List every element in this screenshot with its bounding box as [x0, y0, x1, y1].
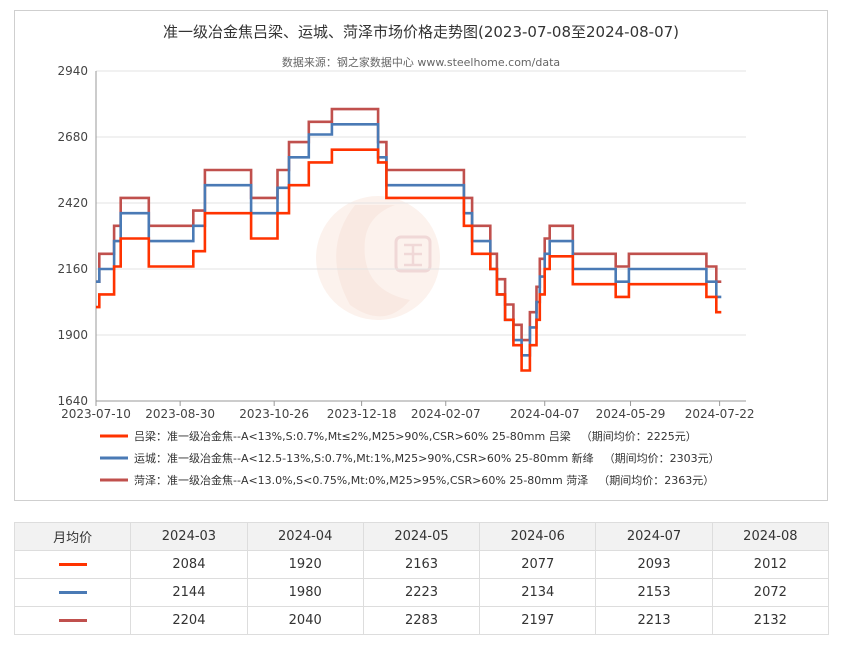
table-cell: 2077 — [479, 550, 597, 579]
table-header-month: 2024-05 — [362, 522, 481, 551]
table-header-month: 2024-06 — [479, 522, 597, 551]
table-cell: 2072 — [711, 578, 830, 607]
series-swatch-cell — [13, 550, 132, 579]
price-line-chart: 1640 1900 2160 2420 2680 2940 2023-07-10 2023-0… — [57, 64, 754, 487]
table-header-month: 2024-08 — [711, 522, 830, 551]
table-cell: 2213 — [595, 606, 713, 635]
chart-subtitle: 数据来源：钢之家数据中心 www.steelhome.com/data — [281, 56, 561, 69]
x-tick-label: 2024-04-07 — [510, 407, 580, 421]
x-tick-label: 2024-02-07 — [411, 407, 481, 421]
table-cell: 2197 — [479, 606, 597, 635]
y-tick-label: 1900 — [57, 328, 88, 342]
y-tick-label: 2940 — [57, 64, 88, 78]
table-header-month: 2024-03 — [130, 522, 248, 551]
table-cell: 2163 — [362, 550, 481, 579]
x-tick-label: 2023-08-30 — [145, 407, 215, 421]
table-cell: 1980 — [246, 578, 364, 607]
table-row: 2084 1920 2163 2077 2093 2012 — [13, 550, 830, 579]
x-tick-label: 2023-07-10 — [61, 407, 131, 421]
series-line-吕梁 — [96, 148, 722, 372]
monthly-average-table: 月均价 2024-03 2024-04 2024-05 2024-06 2024… — [13, 522, 830, 635]
table-cell: 2223 — [362, 578, 481, 607]
series-swatch-cell — [13, 578, 132, 607]
table-header-month: 2024-04 — [246, 522, 364, 551]
legend-average: （期间均价：2363元） — [598, 474, 714, 487]
y-tick-label: 2420 — [57, 196, 88, 210]
steelhome-watermark-logo — [316, 196, 440, 320]
series-swatch-cell — [13, 606, 132, 635]
legend-average: （期间均价：2303元） — [604, 452, 720, 465]
table-header-month: 2024-07 — [595, 522, 713, 551]
table-row: 2144 1980 2223 2134 2153 2072 — [13, 578, 830, 607]
table-cell: 2012 — [711, 550, 830, 579]
table-cell: 2040 — [246, 606, 364, 635]
table-cell: 2093 — [595, 550, 713, 579]
table-cell: 2144 — [130, 578, 248, 607]
series-swatch — [58, 563, 87, 566]
series-lines — [96, 107, 722, 372]
y-tick-label: 2680 — [57, 130, 88, 144]
table-cell: 2134 — [479, 578, 597, 607]
table-cell: 2153 — [595, 578, 713, 607]
y-tick-label: 1640 — [57, 394, 88, 408]
x-tick-label: 2023-12-18 — [327, 407, 397, 421]
table-cell: 1920 — [246, 550, 364, 579]
series-swatch — [58, 619, 87, 622]
table-cell: 2084 — [130, 550, 248, 579]
legend-label: 吕梁：准一级冶金焦--A<13%,S:0.7%,Mt≤2%,M25>90%,CS… — [134, 429, 571, 443]
x-tick-label: 2024-05-29 — [596, 407, 666, 421]
axes: 1640 1900 2160 2420 2680 2940 2023-07-10 2023-0… — [57, 64, 754, 421]
table-cell: 2204 — [130, 606, 248, 635]
chart-title: 准一级冶金焦吕梁、运城、菏泽市场价格走势图(2023-07-08至2024-08… — [162, 23, 680, 41]
series-line-运城 — [96, 123, 722, 357]
table-row: 2204 2040 2283 2197 2213 2132 — [13, 606, 830, 635]
legend-average: （期间均价：2225元） — [581, 430, 697, 443]
x-tick-label: 2023-10-26 — [239, 407, 309, 421]
table-cell: 2283 — [362, 606, 481, 635]
legend-label: 菏泽：准一级冶金焦--A<13.0%,S<0.75%,Mt:0%,M25>95%… — [134, 473, 588, 487]
series-line-菏泽 — [96, 107, 722, 342]
table-cell: 2132 — [711, 606, 830, 635]
table-header-row: 月均价 2024-03 2024-04 2024-05 2024-06 2024… — [13, 522, 830, 551]
series-swatch — [58, 591, 87, 594]
legend-label: 运城：准一级冶金焦--A<12.5-13%,S:0.7%,Mt:1%,M25>9… — [134, 451, 594, 465]
y-tick-label: 2160 — [57, 262, 88, 276]
table-header-label: 月均价 — [13, 522, 132, 551]
legend: 吕梁：准一级冶金焦--A<13%,S:0.7%,Mt≤2%,M25>90%,CS… — [100, 429, 720, 487]
x-tick-label: 2024-07-22 — [685, 407, 755, 421]
